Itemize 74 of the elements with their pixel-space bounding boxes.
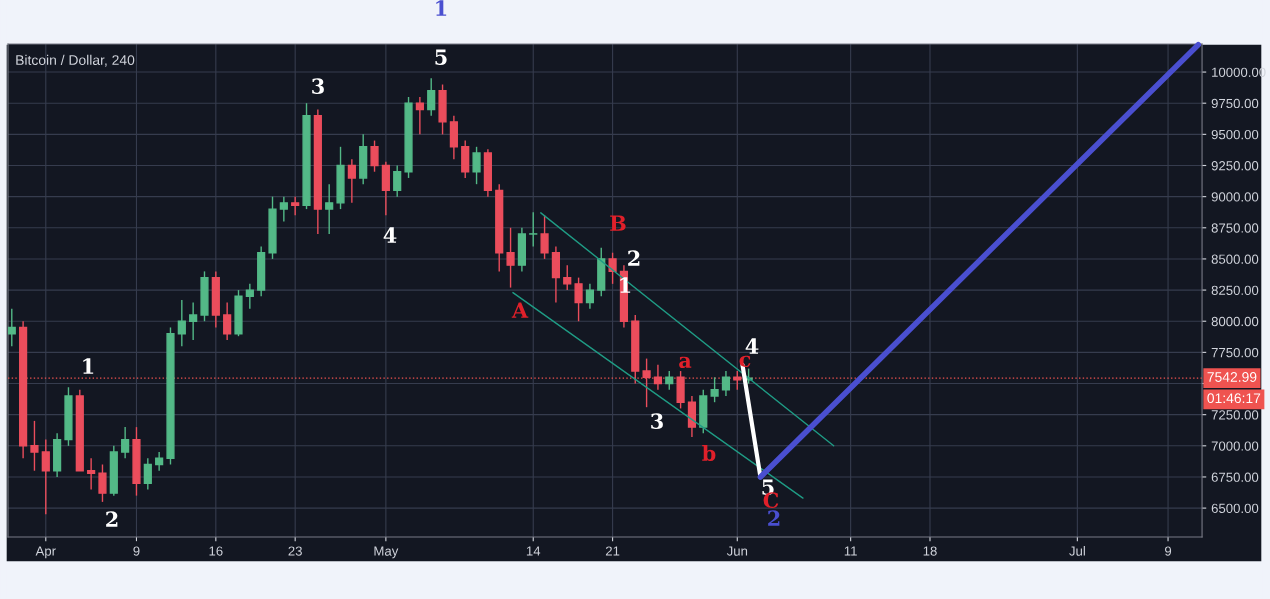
- annotation: 4: [383, 227, 397, 243]
- annotation: 2: [106, 511, 118, 527]
- candlestick: [41, 438, 50, 516]
- annotation: a: [679, 356, 692, 369]
- candlestick: [540, 214, 549, 260]
- candlestick: [87, 457, 96, 491]
- candlestick: [415, 96, 424, 136]
- text: 01:46:17: [1207, 393, 1261, 404]
- candlestick: [574, 276, 583, 322]
- y-tick-label: 8750.00: [1211, 223, 1259, 233]
- annotation: 3: [651, 413, 663, 430]
- candlestick: [427, 77, 436, 117]
- x-tick-label: May: [374, 546, 399, 559]
- annotation: 5: [435, 49, 447, 66]
- x-tick-label: 9: [133, 546, 140, 556]
- candlestick: [585, 283, 595, 310]
- text: Bitcoin / Dollar, 240: [16, 54, 135, 67]
- annotation: 2: [768, 510, 780, 526]
- y-tick-label: 9500.00: [1211, 129, 1259, 140]
- x-tick-label: Jul: [1069, 546, 1085, 556]
- candlestick: [608, 252, 617, 285]
- candlestick: [325, 183, 334, 235]
- candlestick: [347, 158, 356, 204]
- candlestick: [155, 451, 164, 472]
- candlestick: [98, 463, 107, 503]
- annotation: c: [739, 355, 751, 368]
- annotation: A: [511, 302, 529, 318]
- x-tick-label: 21: [605, 546, 620, 556]
- y-tick-label: 9250.00: [1211, 161, 1259, 171]
- y-tick-label: 8000.00: [1211, 316, 1259, 327]
- y-tick-label: 6750.00: [1211, 472, 1259, 482]
- y-tick-label: 7250.00: [1211, 410, 1259, 420]
- y-tick-label: 6500.00: [1211, 503, 1259, 514]
- candlestick: [529, 211, 538, 248]
- x-tick-label: 14: [526, 546, 541, 556]
- candlestick: [245, 283, 254, 310]
- annotation: 3: [312, 78, 324, 95]
- candlestick: [30, 420, 39, 472]
- candlestick: [189, 301, 198, 341]
- x-tick-label: 9: [1165, 546, 1172, 556]
- x-tick-label: 16: [209, 546, 223, 556]
- candlestick: [121, 426, 130, 459]
- candlestick: [177, 299, 186, 347]
- candlestick: [279, 195, 288, 223]
- annotation: 1: [83, 358, 94, 374]
- ref-line-label: 7542.99: [1207, 372, 1257, 382]
- candlestick: [393, 164, 402, 198]
- annotation: 2: [628, 250, 640, 266]
- candlestick: [506, 227, 515, 289]
- x-tick-label: 23: [288, 546, 302, 556]
- candlestick: [472, 146, 481, 185]
- candlestick: [563, 264, 572, 291]
- candlestick: [370, 139, 379, 173]
- annotation: b: [702, 444, 716, 462]
- x-tick-label: 11: [844, 546, 857, 556]
- x-tick-label: 18: [923, 546, 937, 556]
- candlestick: [8, 308, 16, 347]
- y-tick-label: 9000.00: [1211, 192, 1259, 202]
- y-tick-label: 7750.00: [1211, 347, 1259, 358]
- y-tick-label: 8250.00: [1211, 285, 1259, 295]
- candlestick: [223, 301, 232, 341]
- candlestick: [721, 370, 731, 397]
- candlestick: [665, 370, 674, 391]
- x-tick-label: Apr: [35, 546, 56, 559]
- y-tick-label: 7000.00: [1211, 441, 1259, 451]
- text: 1: [436, 0, 447, 16]
- x-tick-label: Jun: [726, 546, 748, 556]
- y-tick-label: 8500.00: [1211, 254, 1259, 264]
- candlestick: [710, 376, 719, 403]
- candlestick: [143, 457, 152, 491]
- annotation: 4: [745, 338, 759, 354]
- y-tick-label: 9750.00: [1211, 98, 1259, 109]
- annotation: B: [610, 215, 626, 231]
- candlestick: [291, 195, 300, 217]
